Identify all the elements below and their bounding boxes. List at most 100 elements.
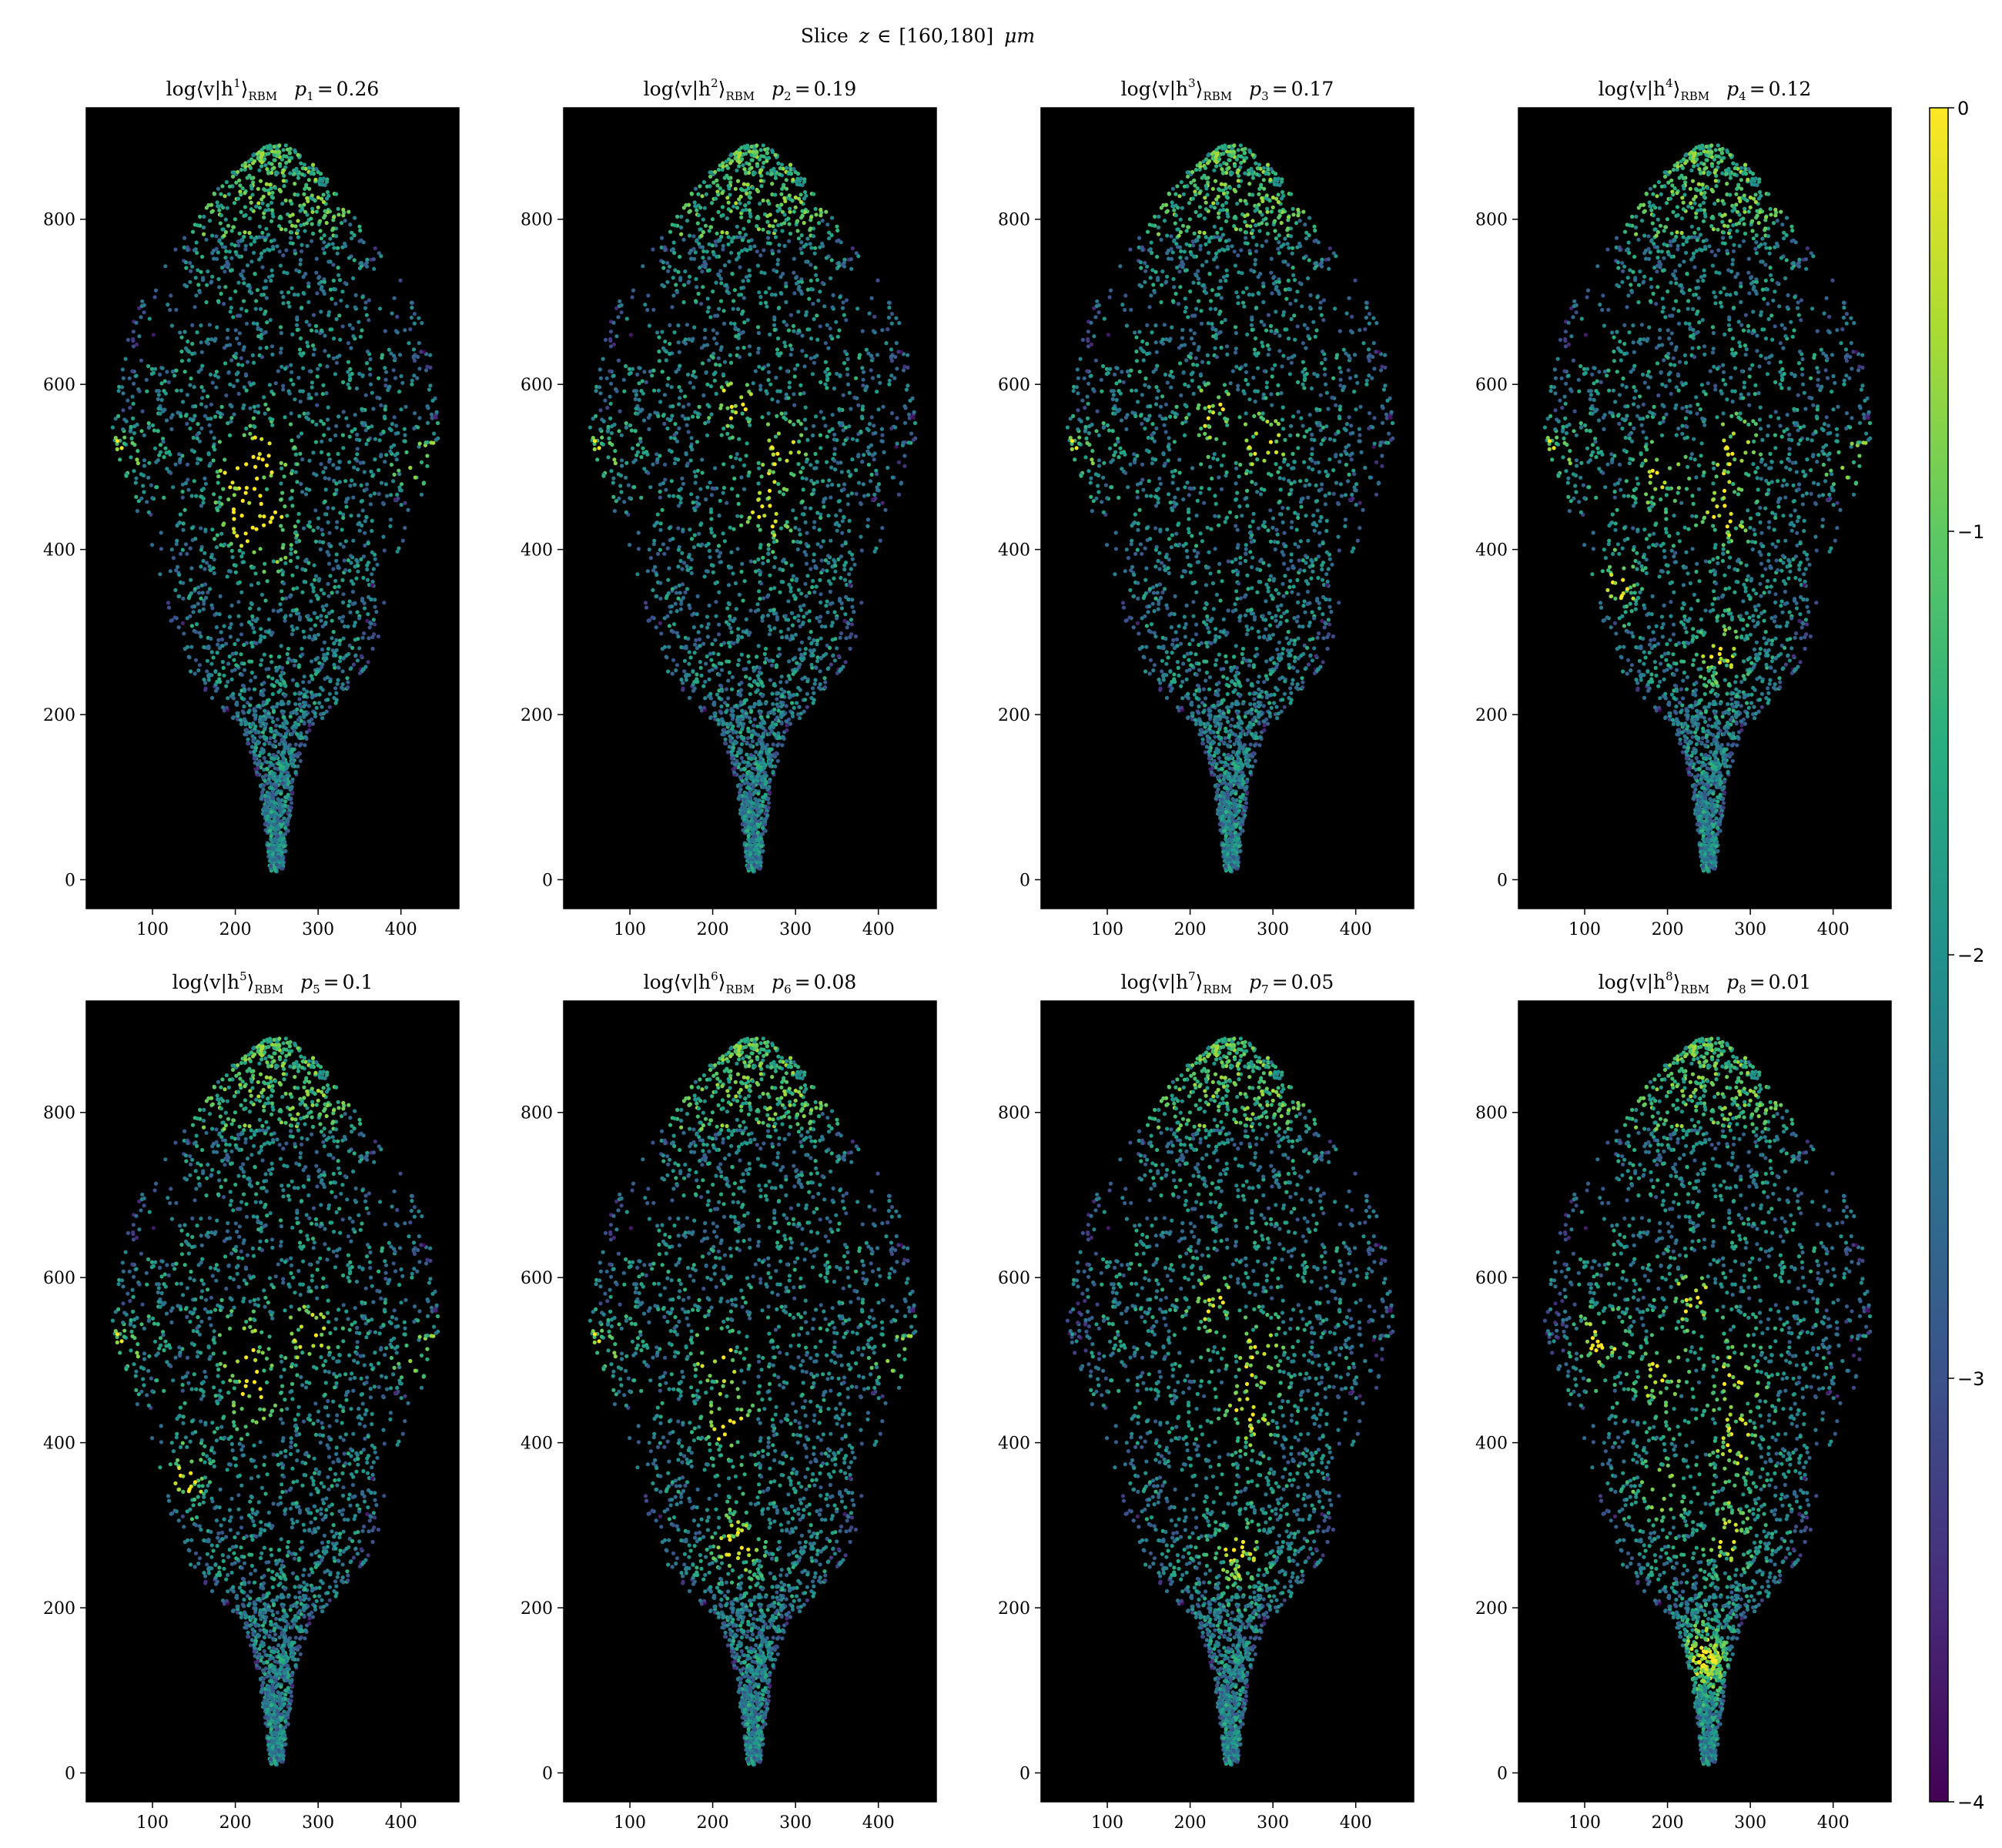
neuron-point (346, 360, 350, 364)
neuron-point (314, 658, 318, 661)
neuron-point (210, 233, 214, 237)
neuron-point (698, 638, 701, 641)
neuron-point (332, 663, 336, 667)
neuron-point (634, 393, 638, 397)
neuron-point (289, 755, 293, 759)
neuron-point (383, 548, 387, 552)
neuron-point (611, 480, 615, 484)
neuron-point (855, 492, 859, 496)
neuron-point (253, 272, 257, 276)
neuron-point (205, 669, 209, 673)
p-label: p (772, 78, 784, 100)
neuron-point (270, 191, 274, 195)
neuron-point (221, 523, 225, 527)
neuron-point (223, 194, 226, 198)
neuron-point (773, 328, 777, 332)
neuron-point (788, 222, 792, 226)
neuron-point (852, 610, 855, 614)
neuron-point (838, 295, 842, 299)
neuron-point (291, 242, 295, 246)
neuron-point (257, 607, 261, 611)
neuron-point (254, 205, 258, 209)
neuron-point (218, 496, 222, 500)
neuron-point (744, 675, 748, 678)
neuron-point (322, 711, 326, 715)
neuron-point (203, 477, 206, 480)
neuron-point (360, 295, 364, 299)
neuron-point (288, 594, 292, 598)
neuron-point (819, 682, 822, 686)
neuron-point (801, 500, 805, 504)
neuron-point (396, 431, 400, 435)
neuron-point (723, 360, 727, 364)
neuron-point (368, 357, 372, 361)
neuron-point (314, 329, 318, 333)
neuron-point (785, 393, 788, 397)
neuron-point (698, 184, 701, 188)
neuron-point (273, 739, 277, 743)
neuron-point (745, 192, 748, 196)
neuron-point (226, 574, 229, 578)
neuron-point (426, 421, 430, 425)
neuron-point (270, 786, 273, 790)
neuron-point (715, 179, 718, 182)
neuron-point (717, 357, 721, 360)
neuron-point (751, 186, 755, 189)
neuron-point (367, 660, 370, 664)
neuron-point (304, 492, 308, 496)
suptitle-prefix: Slice (801, 25, 849, 47)
neuron-point (839, 508, 842, 512)
neuron-point (226, 371, 230, 375)
neuron-point (239, 652, 243, 656)
neuron-point (190, 494, 194, 498)
neuron-point (249, 291, 253, 295)
neuron-point (194, 494, 198, 498)
neuron-point (286, 793, 290, 797)
neuron-point (157, 407, 161, 410)
neuron-point (309, 628, 313, 631)
neuron-point (326, 675, 330, 679)
neuron-point (410, 379, 414, 383)
neuron-point (234, 564, 238, 567)
neuron-point (370, 529, 373, 533)
neuron-point (272, 839, 276, 842)
neuron-point (804, 647, 808, 651)
neuron-point (743, 203, 747, 207)
neuron-point (849, 267, 853, 271)
neuron-point (721, 491, 725, 495)
neuron-point (847, 529, 851, 533)
neuron-point (276, 825, 280, 829)
neuron-point (746, 729, 750, 733)
neuron-point (317, 701, 321, 705)
neuron-point (207, 646, 211, 650)
neuron-point (239, 273, 243, 276)
neuron-point (285, 819, 289, 823)
neuron-point (723, 539, 727, 543)
neuron-point (340, 578, 344, 582)
neuron-point (739, 286, 743, 290)
neuron-point (614, 306, 618, 310)
neuron-point (126, 338, 130, 342)
neuron-point (210, 527, 214, 531)
neuron-point (380, 356, 383, 360)
neuron-point (771, 550, 775, 554)
neuron-point (264, 736, 268, 740)
neuron-point (742, 464, 746, 467)
neuron-point (752, 381, 755, 385)
neuron-point (710, 642, 714, 646)
neuron-point (313, 564, 316, 567)
neuron-point (815, 638, 819, 642)
neuron-point (269, 864, 273, 868)
neuron-point (849, 618, 853, 621)
neuron-point (340, 686, 343, 690)
neuron-point (276, 819, 280, 823)
neuron-point (395, 457, 399, 461)
neuron-point (821, 479, 825, 483)
neuron-point (252, 251, 256, 255)
neuron-point (793, 526, 797, 530)
neuron-point (228, 434, 232, 437)
neuron-point (310, 380, 314, 384)
neuron-point (742, 760, 746, 764)
neuron-point (381, 430, 385, 434)
neuron-point (236, 243, 240, 247)
